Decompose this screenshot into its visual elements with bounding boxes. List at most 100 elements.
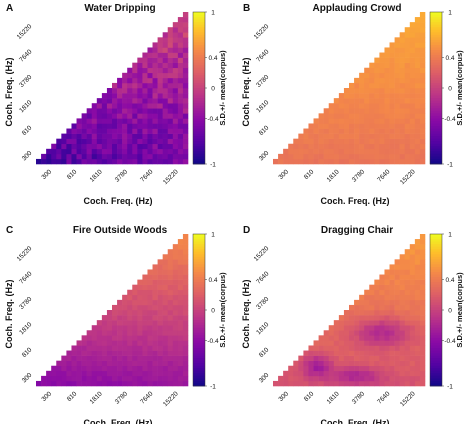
heatmap-cell xyxy=(167,123,174,129)
heatmap-cell xyxy=(364,72,370,79)
heatmap-cell xyxy=(167,67,174,74)
heatmap-cell xyxy=(112,320,118,326)
heatmap-cell xyxy=(152,380,158,387)
heatmap-cell xyxy=(409,82,416,89)
heatmap-cell xyxy=(399,320,406,326)
heatmap-cell xyxy=(152,128,158,134)
heatmap-cell xyxy=(333,128,340,134)
heatmap-cell xyxy=(308,345,314,351)
heatmap-cell xyxy=(71,375,77,382)
heatmap-cell xyxy=(106,330,113,336)
heatmap-cell xyxy=(419,269,426,275)
colorbar-segment xyxy=(430,153,442,157)
colorbar-segment xyxy=(430,158,442,162)
heatmap-cell xyxy=(404,77,411,84)
heatmap-cell xyxy=(137,370,143,377)
heatmap-cell xyxy=(409,284,416,291)
colorbar-segment xyxy=(430,266,442,270)
heatmap-cell xyxy=(404,103,411,109)
heatmap-cell xyxy=(61,365,67,372)
heatmap-cell xyxy=(379,294,385,301)
heatmap-cell xyxy=(101,133,108,139)
heatmap-cell xyxy=(404,42,411,48)
heatmap-cell xyxy=(61,153,67,160)
heatmap-cell xyxy=(172,93,179,99)
heatmap-cell xyxy=(96,113,103,119)
heatmap-cell xyxy=(182,77,189,84)
colorbar-segment xyxy=(193,287,205,291)
heatmap-cell xyxy=(374,62,380,69)
heatmap-cell xyxy=(122,315,128,321)
heatmap-cell xyxy=(364,315,370,321)
heatmap-cell xyxy=(172,274,179,280)
heatmap-cell xyxy=(389,67,395,74)
heatmap-cell xyxy=(374,153,380,160)
heatmap-cell xyxy=(157,93,163,99)
heatmap-cell xyxy=(147,67,153,74)
heatmap-cell xyxy=(137,380,143,387)
heatmap-cell xyxy=(61,360,67,367)
heatmap-cell xyxy=(51,158,57,165)
heatmap-cell xyxy=(101,148,108,155)
heatmap-cell xyxy=(318,345,324,351)
heatmap-cell xyxy=(414,138,421,145)
heatmap-cell xyxy=(182,325,189,331)
colorbar-segment xyxy=(193,34,205,38)
heatmap-cell xyxy=(122,299,128,306)
heatmap-cell xyxy=(137,355,143,361)
heatmap-cell xyxy=(132,310,138,316)
heatmap-cell xyxy=(142,335,148,341)
heatmap-cell xyxy=(399,310,406,316)
colorbar-segment xyxy=(193,322,205,326)
heatmap-cell xyxy=(419,62,426,69)
colorbar-segment xyxy=(193,24,205,28)
heatmap-cell xyxy=(157,128,163,134)
heatmap-cell xyxy=(359,108,365,114)
heatmap-cell xyxy=(132,72,138,79)
heatmap-cell xyxy=(409,330,416,336)
heatmap-cell xyxy=(409,133,416,139)
heatmap-cell xyxy=(182,12,189,18)
heatmap-cell xyxy=(323,360,330,367)
heatmap-cell xyxy=(394,330,400,336)
heatmap-cell xyxy=(106,98,113,104)
heatmap-cell xyxy=(177,355,184,361)
heatmap-cell xyxy=(106,108,113,114)
colorbar: 10.40-0.4-1S.D.+/- mean(corpus) xyxy=(429,10,464,169)
heatmap-cell xyxy=(404,88,411,94)
heatmap-cell xyxy=(76,123,82,129)
heatmap-cell xyxy=(364,113,370,119)
heatmap-cell xyxy=(117,299,123,306)
heatmap-cell xyxy=(127,158,133,165)
panel-title: Water Dripping xyxy=(84,3,155,14)
heatmap-cell xyxy=(177,17,184,23)
heatmap-cell xyxy=(399,47,406,53)
heatmap-cell xyxy=(142,360,148,367)
heatmap-cell xyxy=(71,128,77,134)
heatmap-cell xyxy=(182,113,189,119)
heatmap-cell xyxy=(117,138,123,145)
heatmap-cell xyxy=(182,380,189,387)
heatmap-cell xyxy=(152,72,158,79)
heatmap-cell xyxy=(117,365,123,372)
heatmap-cell xyxy=(414,239,421,245)
heatmap-cell xyxy=(117,360,123,367)
heatmap-cell xyxy=(162,304,169,311)
heatmap-cell xyxy=(409,370,416,377)
heatmap-cell xyxy=(157,123,163,129)
heatmap-cell xyxy=(177,350,184,356)
colorbar-segment xyxy=(430,143,442,147)
heatmap-cell xyxy=(359,365,365,372)
heatmap-cell xyxy=(394,52,400,58)
heatmap-cell xyxy=(167,259,174,265)
heatmap-cell xyxy=(333,158,340,165)
heatmap-cell xyxy=(414,77,421,84)
heatmap-cell xyxy=(177,304,184,311)
heatmap-cell xyxy=(389,118,395,124)
heatmap-cell xyxy=(323,123,330,129)
y-tick-label: 7640 xyxy=(255,48,270,63)
heatmap-cell xyxy=(162,284,169,291)
heatmap-cell xyxy=(278,380,284,387)
heatmap-cell xyxy=(182,52,189,58)
heatmap-cell xyxy=(56,148,62,155)
